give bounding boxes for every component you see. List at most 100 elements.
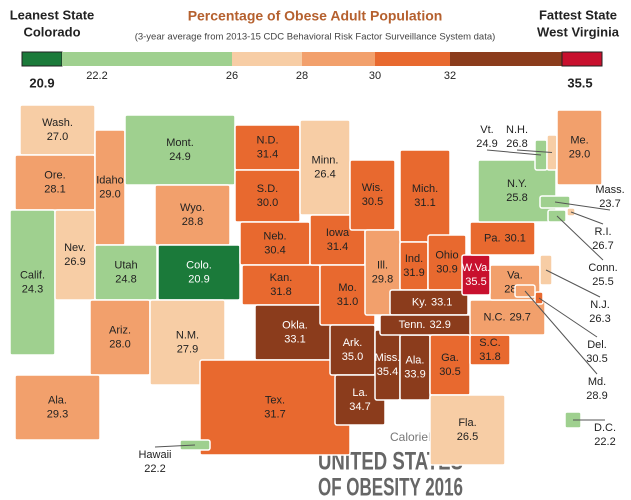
state-name: Ala. xyxy=(406,354,425,366)
state-value: 20.9 xyxy=(188,273,209,285)
legend-tick: 20.9 xyxy=(29,75,54,90)
state xyxy=(429,394,506,466)
state xyxy=(469,299,546,336)
state-value: 33.1 xyxy=(431,296,452,308)
state-name: Va. xyxy=(507,269,523,281)
state-name: Mich. xyxy=(412,183,438,195)
state-name: Ark. xyxy=(343,337,363,349)
state-name: Ohio xyxy=(435,249,458,261)
fattest-label: Fattest State xyxy=(539,7,617,22)
state-value: 24.9 xyxy=(476,138,497,150)
state-value: 30.4 xyxy=(264,244,285,256)
state-value: 28.9 xyxy=(586,390,607,402)
state xyxy=(14,374,101,441)
state-value: 23.7 xyxy=(599,198,620,210)
state-name: Pa. xyxy=(484,232,501,244)
legend-swatch xyxy=(450,52,562,66)
state-value: 28.8 xyxy=(182,216,203,228)
state-name: Hawaii xyxy=(138,449,171,461)
state-name: W.Va. xyxy=(462,262,491,274)
state-name: Ky. xyxy=(412,296,427,308)
state-name: Mo. xyxy=(338,282,356,294)
state-name: Ga. xyxy=(441,352,459,364)
title: Percentage of Obese Adult Population xyxy=(188,8,443,24)
legend-swatch xyxy=(561,51,603,67)
state-name: Iowa xyxy=(326,227,350,239)
state-name: Utah xyxy=(114,259,137,271)
legend-swatch xyxy=(62,52,232,66)
leader-line xyxy=(516,149,553,153)
legend-tick: 22.2 xyxy=(86,70,107,82)
subtitle: (3-year average from 2013-15 CDC Behavio… xyxy=(135,32,496,43)
state-name: Ore. xyxy=(44,169,65,181)
state-value: 31.8 xyxy=(270,286,291,298)
leader-line xyxy=(556,215,604,261)
state-name: N.Y. xyxy=(507,178,527,190)
state-name: Mass. xyxy=(595,184,624,196)
state-value: 25.5 xyxy=(592,276,613,288)
state-value: 33.9 xyxy=(404,368,425,380)
state-value: 24.9 xyxy=(169,151,190,163)
state-name: Del. xyxy=(587,339,607,351)
footer-title: OF OBESITY 2016 xyxy=(318,474,463,500)
state-name: Kan. xyxy=(270,272,293,284)
state-value: 26.4 xyxy=(314,168,335,180)
leanest-label: Leanest State xyxy=(10,7,95,22)
state-name: Conn. xyxy=(588,262,617,274)
state-value: 35.0 xyxy=(342,351,363,363)
state-name: N.H. xyxy=(506,124,528,136)
state-value: 29.0 xyxy=(569,148,590,160)
state-name: Miss. xyxy=(375,352,401,364)
leader-line xyxy=(538,297,598,338)
state-value: 28.0 xyxy=(109,338,130,350)
state-name: N.C. xyxy=(484,311,506,323)
leader-line xyxy=(524,290,598,375)
legend-swatch xyxy=(375,52,450,66)
state-name: S.D. xyxy=(257,183,278,195)
fattest-state: West Virginia xyxy=(537,24,620,39)
state-value: 31.7 xyxy=(264,408,285,420)
legend-swatch xyxy=(302,52,375,66)
state-name: Ind. xyxy=(405,253,423,265)
state-value: 35.5 xyxy=(465,276,486,288)
state-value: 34.7 xyxy=(349,401,370,413)
state-name: Idaho xyxy=(96,174,124,186)
state-name: N.J. xyxy=(590,299,610,311)
state-name: S.C. xyxy=(479,337,500,349)
state-value: 27.0 xyxy=(47,131,68,143)
state-name: Wyo. xyxy=(180,202,205,214)
state-name: Wis. xyxy=(362,182,383,194)
state-name: Minn. xyxy=(312,154,339,166)
leader-line xyxy=(570,211,604,225)
state-name: Vt. xyxy=(480,124,493,136)
state-value: 30.5 xyxy=(439,366,460,378)
legend-tick: 26 xyxy=(226,70,238,82)
state-value: 30.5 xyxy=(586,353,607,365)
state-value: 30.0 xyxy=(257,197,278,209)
state-value: 24.3 xyxy=(22,283,43,295)
state-value: 26.7 xyxy=(592,240,613,252)
state-name: Me. xyxy=(570,134,588,146)
state-name: Calif. xyxy=(20,269,45,281)
state-value: 31.9 xyxy=(403,267,424,279)
state-name: Okla. xyxy=(282,319,308,331)
state xyxy=(389,289,469,316)
state-value: 25.8 xyxy=(506,192,527,204)
state-value: 29.7 xyxy=(510,311,531,323)
state-value: 28.1 xyxy=(44,183,65,195)
state-value: 30.9 xyxy=(436,263,457,275)
state-value: 30.5 xyxy=(362,196,383,208)
state-name: Ala. xyxy=(48,394,67,406)
state-name: Fla. xyxy=(458,417,476,429)
leanest-state: Colorado xyxy=(23,24,80,39)
state-name: Neb. xyxy=(263,230,286,242)
state-value: 33.1 xyxy=(284,333,305,345)
state-value: 31.4 xyxy=(257,148,278,160)
state-name: Tex. xyxy=(265,394,285,406)
state-name: Wash. xyxy=(42,117,73,129)
legend-swatch xyxy=(232,52,302,66)
legend-swatch xyxy=(21,51,63,67)
state-value: 31.1 xyxy=(414,197,435,209)
state-value: 26.5 xyxy=(457,431,478,443)
legend-tick: 32 xyxy=(444,70,456,82)
